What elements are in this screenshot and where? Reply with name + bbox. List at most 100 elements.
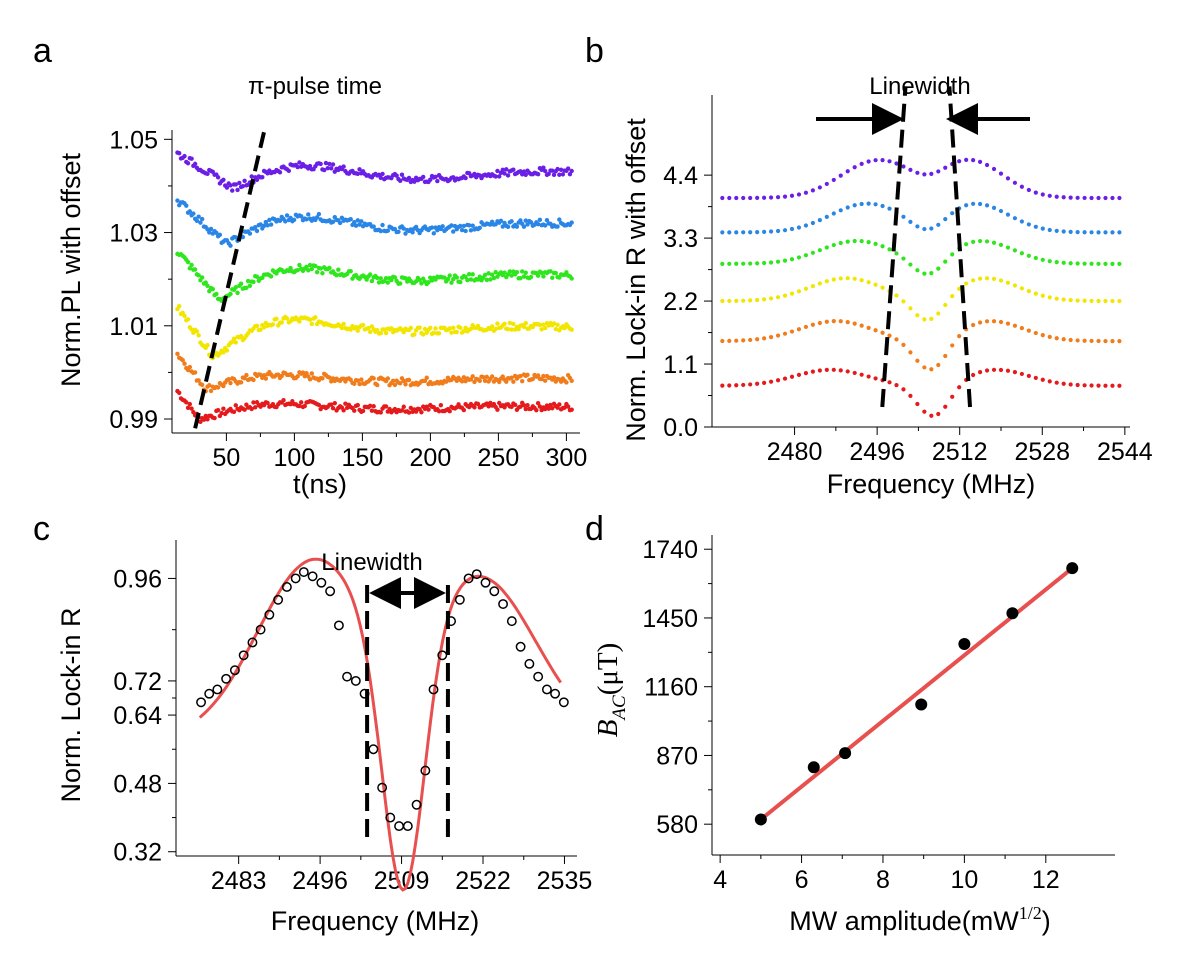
data-point [1019, 371, 1024, 377]
data-point [447, 273, 452, 278]
data-point [297, 403, 302, 409]
data-point [755, 229, 760, 235]
data-point [817, 248, 822, 253]
series-4 [175, 251, 574, 304]
data-point [254, 274, 260, 279]
data-point [352, 408, 357, 413]
data-point [378, 175, 383, 181]
data-point [458, 325, 463, 330]
panel-label-a: a [33, 32, 52, 70]
data-point [343, 401, 348, 406]
data-point [560, 172, 566, 177]
data-point [189, 156, 194, 161]
measured-point [204, 688, 215, 699]
x-tick-label: 150 [342, 444, 384, 472]
data-point [768, 229, 774, 234]
data-point [1033, 190, 1038, 195]
data-point [929, 367, 934, 372]
data-point [789, 374, 795, 379]
data-point [295, 374, 300, 379]
data-point [509, 219, 514, 224]
x-tick-label: 2483 [211, 867, 267, 895]
data-point [541, 274, 546, 279]
panel-a-plot: 50 100 150 200 250 300 0.99 1.01 1.03 1.05 [109, 126, 587, 472]
data-point [366, 325, 371, 331]
series-3 [720, 276, 1122, 322]
data-point [461, 223, 467, 229]
panel-b-xlabel: Frequency (MHz) [827, 469, 1036, 499]
data-point [1061, 297, 1066, 302]
data-point [380, 222, 385, 228]
measured-point [471, 569, 482, 580]
data-point [254, 323, 260, 329]
panel-d-ylabel-sub: AC [609, 695, 630, 722]
data-point [300, 370, 306, 375]
x-tick-label: 10 [950, 866, 978, 894]
data-point [488, 277, 493, 282]
data-point [866, 325, 871, 330]
data-point [217, 232, 223, 238]
measured-point [298, 567, 309, 577]
data-point [436, 331, 442, 336]
data-point [207, 230, 212, 235]
data-point [957, 159, 962, 164]
data-point [535, 172, 541, 177]
data-point [307, 163, 313, 169]
data-point [466, 223, 472, 228]
data-point [880, 158, 885, 163]
data-point [224, 185, 230, 190]
data-point [936, 411, 941, 417]
data-point [838, 276, 843, 281]
data-point [1103, 383, 1108, 388]
data-point [548, 402, 553, 408]
x-tick-label: 2544 [1097, 438, 1153, 466]
data-point [569, 220, 574, 225]
measured-point [524, 658, 535, 669]
data-point [894, 382, 899, 388]
data-point [189, 406, 194, 411]
data-point [768, 379, 774, 384]
data-point [1061, 260, 1066, 265]
measured-point [273, 594, 284, 605]
data-point [991, 205, 997, 210]
data-point [755, 381, 760, 386]
data-point [458, 279, 463, 285]
data-point [327, 161, 332, 167]
data-point [500, 167, 505, 173]
data-point [873, 241, 878, 246]
data-point [189, 327, 194, 332]
data-point [1061, 337, 1066, 342]
data-point [1110, 261, 1115, 266]
data-point [192, 267, 198, 272]
data-point [734, 298, 739, 303]
data-point [205, 417, 210, 422]
data-point [859, 201, 864, 207]
data-point [1047, 334, 1052, 339]
data-point [803, 253, 809, 258]
data-point [1054, 260, 1059, 265]
data-point [249, 406, 254, 412]
data-point [304, 217, 309, 222]
data-point [998, 278, 1004, 283]
measured-point [533, 671, 544, 682]
data-point [371, 224, 376, 229]
data-point [231, 336, 237, 341]
data-point [449, 223, 454, 228]
data-point [472, 171, 477, 177]
data-point [307, 377, 313, 382]
data-point [482, 272, 488, 278]
data-point [472, 405, 477, 410]
data-point [569, 327, 574, 332]
data-point [915, 358, 920, 363]
data-point [392, 275, 398, 280]
data-point [435, 178, 440, 184]
measured-point [325, 586, 336, 597]
data-point [803, 223, 809, 228]
data-point [521, 403, 527, 408]
measured-point [515, 641, 526, 652]
data-point [452, 223, 458, 229]
data-point [321, 167, 327, 173]
data-point [901, 214, 906, 219]
data-point [824, 319, 829, 324]
data-point [557, 402, 562, 407]
